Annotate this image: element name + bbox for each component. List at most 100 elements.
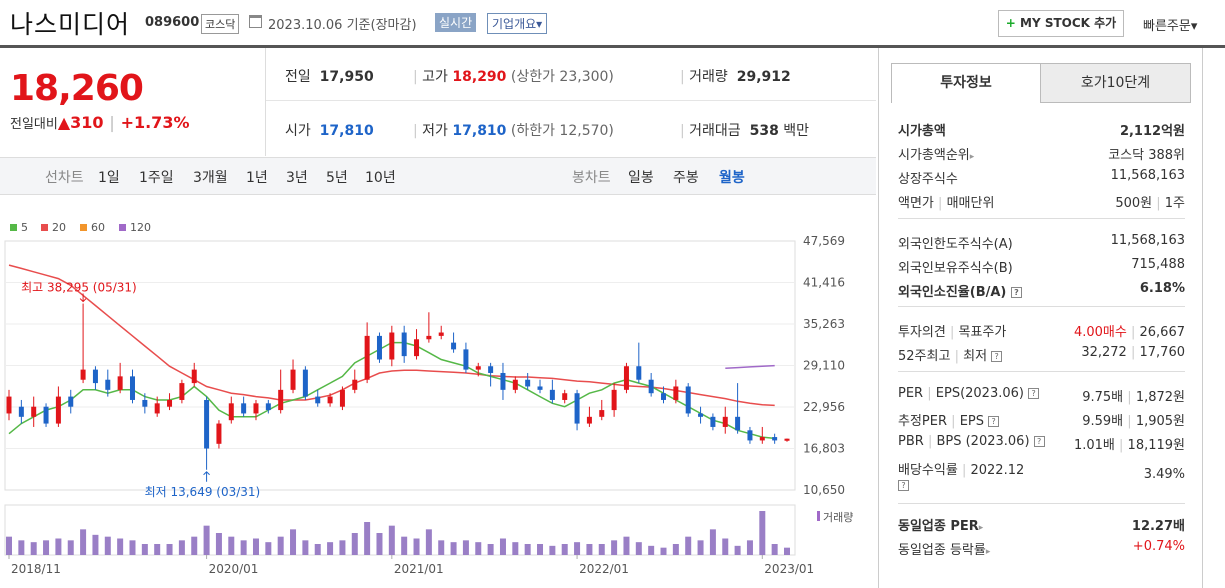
candle-body — [290, 369, 296, 390]
company-overview-dropdown[interactable]: 기업개요▾ — [487, 13, 548, 34]
volume-bar — [55, 538, 62, 555]
tab-orderbook[interactable]: 호가10단계 — [1040, 63, 1191, 103]
candle-body — [154, 403, 160, 414]
candle-body — [278, 389, 284, 411]
candle-body — [710, 416, 716, 427]
candle-body — [92, 369, 98, 384]
volume-bar — [401, 536, 408, 555]
help-icon[interactable]: ? — [988, 416, 1000, 427]
volume-bar — [104, 536, 111, 555]
volume-bar — [611, 540, 618, 555]
tab-monthly[interactable]: 월봉 — [719, 170, 745, 186]
candle-body — [772, 437, 778, 441]
volume-bar — [746, 540, 753, 555]
candle-body — [68, 396, 74, 407]
ma120-line — [725, 364, 775, 370]
legend-swatch — [80, 224, 87, 231]
volume-bar — [376, 533, 383, 555]
candle-body — [611, 389, 617, 411]
max-label: 최고 38,295 (05/31) — [21, 281, 137, 295]
volume-bar — [290, 529, 297, 555]
quick-order-dropdown[interactable]: 빠른주문▾ — [1143, 19, 1198, 34]
tab-1w[interactable]: 1주일 — [139, 170, 174, 186]
volume-bar — [598, 544, 605, 555]
volume-bar — [364, 522, 371, 555]
price-chart: 5 20 60 120 47,569 41,416 35,263 29,110 22,956 16… — [4, 221, 853, 576]
candle-body — [18, 406, 24, 417]
tab-weekly[interactable]: 주봉 — [673, 170, 699, 186]
volume-bar — [277, 536, 284, 555]
candle-body — [562, 393, 568, 400]
chart-period-tabs: 선차트 1일 1주일 3개월 1년 3년 5년 10년 봉차트 일봉 주봉 월봉 — [0, 157, 876, 195]
legend-label: 120 — [130, 221, 151, 234]
plus-icon: + — [1005, 16, 1016, 30]
volume-bar — [499, 538, 506, 555]
volume-bar — [425, 529, 432, 555]
candle-body — [216, 423, 222, 444]
volume-bar — [438, 540, 445, 555]
volume-bar — [734, 545, 741, 555]
tab-3y[interactable]: 3년 — [286, 170, 308, 186]
min-arrow-icon — [203, 471, 210, 482]
help-icon[interactable]: ? — [991, 351, 1003, 362]
candle-body — [747, 430, 753, 441]
candle-body — [512, 379, 518, 390]
candle-body — [376, 335, 382, 360]
x-tick-label: 2020/01 — [209, 562, 259, 576]
tab-1y[interactable]: 1년 — [246, 170, 268, 186]
quote-low: | 저가 17,810 (하한가 12,570) — [413, 123, 614, 139]
realtime-button[interactable]: 실시간 — [435, 13, 477, 32]
volume-bar — [117, 538, 124, 555]
candle-chart-label: 봉차트 — [572, 170, 611, 186]
volume-bar — [561, 544, 568, 555]
add-mystock-button[interactable]: + MY STOCK 추가 — [998, 10, 1124, 37]
candle-body — [228, 403, 234, 421]
tab-1d[interactable]: 1일 — [98, 170, 120, 186]
volume-bar — [6, 536, 12, 555]
market-badge: 코스닥 — [201, 14, 240, 34]
volume-bar — [203, 525, 210, 555]
legend-label: 60 — [91, 221, 105, 234]
candle-body — [129, 376, 135, 400]
candle-body — [661, 393, 667, 400]
candle-body — [735, 416, 741, 431]
volume-bar — [252, 538, 259, 555]
volume-bar — [722, 538, 729, 555]
candle-body — [488, 366, 494, 373]
volume-bar — [549, 545, 556, 555]
candle-body — [698, 413, 704, 417]
volume-bar — [388, 525, 395, 555]
volume-bar — [18, 540, 25, 555]
volume-bar — [129, 540, 136, 555]
candle-body — [389, 332, 395, 360]
help-icon[interactable]: ? — [898, 480, 909, 491]
candle-body — [179, 383, 185, 400]
tab-5y[interactable]: 5년 — [326, 170, 348, 186]
quote-open: 시가 17,810 — [285, 123, 374, 139]
help-icon[interactable]: ? — [1028, 388, 1040, 399]
candle-body — [414, 339, 420, 357]
volume-bar — [43, 540, 50, 555]
candle-body — [117, 376, 123, 390]
y-tick-label: 22,956 — [803, 400, 845, 414]
quote-volume: | 거래량 29,912 — [680, 69, 791, 85]
price-change: 전일대비▲310 | +1.73% — [10, 113, 190, 132]
candle-body — [55, 396, 61, 424]
current-price: 18,260 — [10, 68, 144, 109]
legend-swatch — [41, 224, 48, 231]
candle-body — [6, 396, 12, 414]
candle-body — [31, 406, 37, 417]
tab-investment-info[interactable]: 투자정보 — [891, 63, 1041, 103]
volume-bar — [685, 536, 692, 555]
tab-daily[interactable]: 일봉 — [628, 170, 654, 186]
legend-swatch — [119, 224, 126, 231]
change-amount: 310 — [70, 113, 104, 132]
volume-bar — [240, 540, 247, 555]
help-icon[interactable]: ? — [1010, 287, 1022, 298]
candle-body — [685, 386, 691, 414]
tab-10y[interactable]: 10년 — [365, 170, 396, 186]
candle-body — [265, 403, 271, 411]
legend-label: 20 — [52, 221, 66, 234]
help-icon[interactable]: ? — [1033, 436, 1045, 447]
tab-3m[interactable]: 3개월 — [193, 170, 228, 186]
